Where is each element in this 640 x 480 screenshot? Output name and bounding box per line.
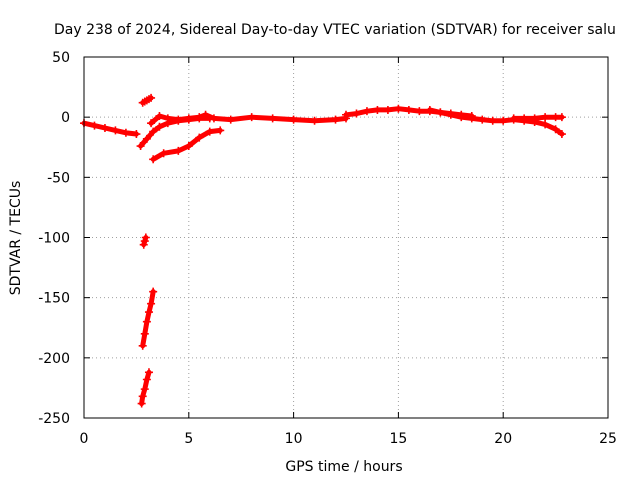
data-point bbox=[541, 113, 550, 122]
data-point bbox=[174, 115, 183, 124]
series-arc-blip bbox=[138, 93, 156, 107]
data-point bbox=[100, 123, 109, 132]
data-point bbox=[383, 105, 392, 114]
data-point bbox=[144, 368, 153, 377]
data-point bbox=[467, 114, 476, 123]
x-tick-label: 10 bbox=[285, 431, 303, 447]
series-arc-main bbox=[80, 119, 141, 139]
data-point bbox=[138, 392, 147, 401]
data-point bbox=[488, 116, 497, 125]
data-point bbox=[247, 113, 256, 122]
data-point bbox=[226, 115, 235, 124]
data-point bbox=[137, 399, 146, 408]
chart-title: Day 238 of 2024, Sidereal Day-to-day VTE… bbox=[54, 22, 616, 38]
data-point bbox=[147, 299, 156, 308]
data-point bbox=[520, 114, 529, 123]
y-tick-label: -50 bbox=[47, 170, 70, 186]
data-point bbox=[310, 116, 319, 125]
data-point bbox=[140, 329, 149, 338]
series-arc-rise-b bbox=[149, 126, 225, 164]
data-point bbox=[147, 119, 156, 128]
data-point bbox=[404, 105, 413, 114]
data-point bbox=[132, 130, 141, 139]
x-axis-label: GPS time / hours bbox=[285, 459, 402, 475]
data-point bbox=[205, 127, 214, 136]
data-point bbox=[149, 127, 158, 136]
data-point bbox=[201, 110, 210, 119]
y-tick-label: -200 bbox=[38, 351, 70, 367]
data-point bbox=[541, 120, 550, 129]
y-tick-label: 0 bbox=[61, 110, 70, 126]
data-point bbox=[331, 115, 340, 124]
data-point bbox=[140, 237, 149, 246]
data-point bbox=[509, 114, 518, 123]
data-point bbox=[551, 125, 560, 134]
data-point bbox=[425, 105, 434, 114]
data-point bbox=[557, 113, 566, 122]
data-point bbox=[446, 110, 455, 119]
data-point bbox=[139, 240, 148, 249]
data-point bbox=[147, 93, 156, 102]
series-arc-drop-1 bbox=[139, 233, 150, 249]
x-tick-label: 25 bbox=[599, 431, 617, 447]
data-point bbox=[557, 130, 566, 139]
series-arc-hump bbox=[147, 110, 350, 128]
data-point bbox=[394, 104, 403, 113]
y-tick-label: 50 bbox=[52, 50, 70, 66]
data-point bbox=[149, 155, 158, 164]
series-arc-end bbox=[509, 113, 566, 123]
data-point bbox=[163, 114, 172, 123]
data-point bbox=[155, 122, 164, 131]
data-point bbox=[195, 133, 204, 142]
data-point bbox=[342, 110, 350, 119]
data-point bbox=[90, 121, 99, 130]
data-point bbox=[184, 114, 193, 123]
data-point bbox=[140, 385, 149, 394]
x-tick-label: 5 bbox=[184, 431, 193, 447]
series-arc-drop-3 bbox=[137, 368, 153, 408]
data-point bbox=[142, 375, 151, 384]
y-tick-label: -100 bbox=[38, 231, 70, 247]
x-tick-label: 20 bbox=[494, 431, 512, 447]
data-point bbox=[149, 287, 158, 296]
data-point bbox=[216, 126, 225, 135]
x-tick-label: 15 bbox=[389, 431, 407, 447]
data-point bbox=[138, 341, 147, 350]
data-point bbox=[415, 107, 424, 116]
data-point bbox=[530, 114, 539, 123]
data-point bbox=[268, 114, 277, 123]
data-point bbox=[289, 115, 298, 124]
y-tick-label: -150 bbox=[38, 291, 70, 307]
data-point bbox=[457, 113, 466, 122]
data-point bbox=[159, 149, 168, 158]
series-arc-drop-2 bbox=[138, 287, 158, 350]
data-point bbox=[436, 108, 445, 117]
data-point bbox=[144, 308, 153, 317]
data-point bbox=[352, 109, 361, 118]
data-point bbox=[142, 134, 151, 143]
y-axis-label: SDTVAR / TECUs bbox=[8, 181, 24, 296]
data-point bbox=[142, 317, 151, 326]
data-point bbox=[136, 142, 145, 151]
data-point bbox=[478, 115, 487, 124]
data-point bbox=[155, 111, 164, 120]
data-point bbox=[141, 233, 150, 242]
y-tick-label: -250 bbox=[38, 411, 70, 427]
data-point bbox=[195, 113, 204, 122]
data-point bbox=[499, 116, 508, 125]
data-point bbox=[174, 146, 183, 155]
x-tick-label: 0 bbox=[80, 431, 89, 447]
data-layer bbox=[80, 93, 566, 408]
data-point bbox=[121, 128, 130, 137]
data-point bbox=[362, 107, 371, 116]
data-point bbox=[373, 105, 382, 114]
data-point bbox=[184, 142, 193, 151]
data-point bbox=[111, 126, 120, 135]
data-point bbox=[209, 114, 218, 123]
tick-layer: 0 5 10 15 20 25 50 0 -50 -100 -150 -200 -250 bbox=[38, 50, 617, 447]
